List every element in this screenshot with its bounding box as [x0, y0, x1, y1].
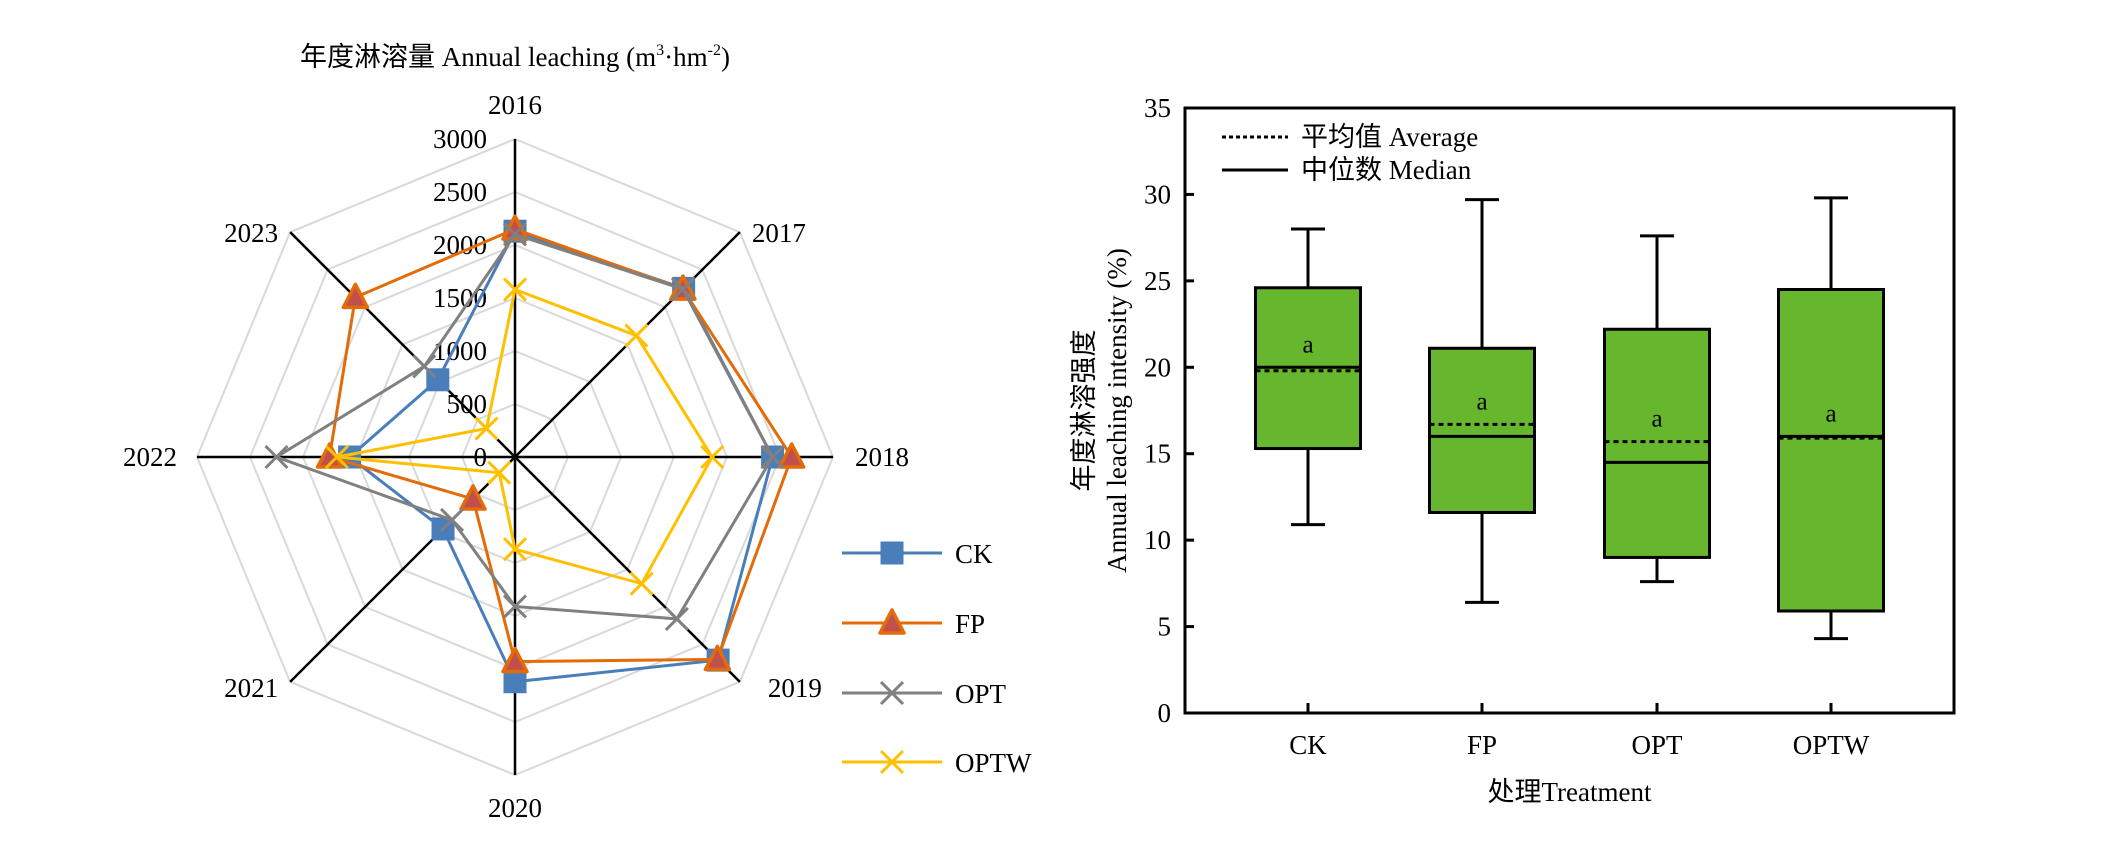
radar-category-label: 2021 — [224, 673, 278, 703]
radar-data-point — [412, 354, 437, 379]
legend-marker-optw — [879, 749, 905, 775]
plot-frame — [1183, 106, 1956, 715]
legend-label-opt: OPT — [955, 679, 1007, 709]
x-axis-label: 处理Treatment — [1488, 777, 1652, 807]
legend-label-fp: FP — [955, 609, 985, 639]
legend-marker-opt — [879, 680, 905, 706]
x-tick-label: CK — [1289, 730, 1327, 760]
radar-category-label: 2020 — [488, 793, 542, 823]
radar-data-point — [503, 670, 527, 694]
radar-tick-label: 500 — [447, 389, 488, 419]
y-tick-label: 30 — [1144, 179, 1171, 209]
legend-marker-ck — [880, 541, 904, 565]
radar-data-point — [624, 323, 649, 348]
y-tick-label: 5 — [1158, 612, 1172, 642]
x-tick-label: OPTW — [1793, 730, 1870, 760]
legend-marker-fp — [878, 608, 906, 635]
radar-title: 年度淋溶量 Annual leaching (m3·hm-2) — [300, 42, 730, 72]
radar-tick-label: 3000 — [433, 124, 487, 154]
radar-data-point — [664, 606, 689, 631]
radar-data-point — [474, 416, 499, 441]
y-tick-label: 10 — [1144, 525, 1171, 555]
radar-data-point — [777, 442, 806, 469]
y-tick-label: 15 — [1144, 439, 1171, 469]
x-tick-label: OPT — [1631, 730, 1683, 760]
box-opt: a — [1603, 234, 1711, 584]
legend-median-label: 中位数 Median — [1301, 155, 1472, 185]
radar-series-opt — [264, 222, 785, 631]
radar-chart: 2016201720182019202020212022202305001000… — [123, 90, 909, 823]
legend-label-optw: OPTW — [955, 748, 1032, 778]
x-tick-label: FP — [1467, 730, 1497, 760]
radar-category-label: 2023 — [224, 218, 278, 248]
box-iqr — [1428, 346, 1536, 514]
radar-tick-label: 2500 — [433, 177, 487, 207]
radar-data-point — [502, 594, 528, 619]
radar-category-label: 2017 — [752, 218, 806, 248]
radar-data-point — [501, 646, 529, 674]
radar-data-point — [502, 537, 528, 562]
y-axis-label-en: Annual leaching intensity (%) — [1102, 248, 1132, 573]
radar-axis — [289, 456, 516, 683]
significance-letter: a — [1651, 406, 1662, 433]
radar-category-label: 2019 — [768, 673, 822, 703]
radar-data-point — [502, 277, 528, 302]
y-axis-label-cn: 年度淋溶强度 — [1069, 330, 1099, 492]
box-fp: a — [1428, 198, 1536, 604]
box-iqr — [1603, 327, 1711, 559]
radar-data-point — [264, 444, 289, 470]
radar-category-label: 2016 — [488, 90, 542, 120]
significance-letter: a — [1825, 400, 1836, 427]
radar-data-point — [439, 507, 465, 533]
radar-tick-label: 0 — [474, 442, 488, 472]
radar-category-label: 2022 — [123, 442, 177, 472]
significance-letter: a — [1302, 331, 1313, 358]
box-optw: a — [1777, 196, 1885, 641]
radar-data-point — [760, 444, 785, 470]
radar-data-point — [629, 571, 654, 596]
radar-data-point — [459, 484, 487, 511]
y-tick-label: 35 — [1144, 93, 1171, 123]
radar-series-optw — [324, 277, 725, 596]
radar-data-point — [703, 644, 732, 672]
y-tick-label: 20 — [1144, 352, 1171, 382]
box-iqr — [1777, 288, 1885, 613]
radar-data-point — [670, 277, 695, 302]
y-tick-label: 0 — [1158, 698, 1172, 728]
radar-legend: CK FP OPT OPTW — [842, 539, 1032, 778]
legend-average-label: 平均值 Average — [1301, 122, 1478, 152]
box-ck: a — [1254, 227, 1362, 527]
radar-data-point — [487, 460, 512, 485]
radar-axis — [514, 456, 741, 683]
radar-data-point — [324, 444, 349, 470]
radar-data-point — [700, 444, 725, 470]
legend-label-ck: CK — [955, 539, 993, 569]
radar-data-point — [341, 282, 370, 310]
radar-category-label: 2018 — [855, 442, 909, 472]
box-plot: 0 5 10 15 20 25 30 35 CK FP OPT OPTW 处理Treatment 年度淋溶… — [1069, 93, 1956, 807]
radar-series-fp — [315, 214, 806, 674]
y-tick-label: 25 — [1144, 266, 1171, 296]
significance-letter: a — [1476, 388, 1487, 415]
radar-data-point — [502, 222, 528, 247]
